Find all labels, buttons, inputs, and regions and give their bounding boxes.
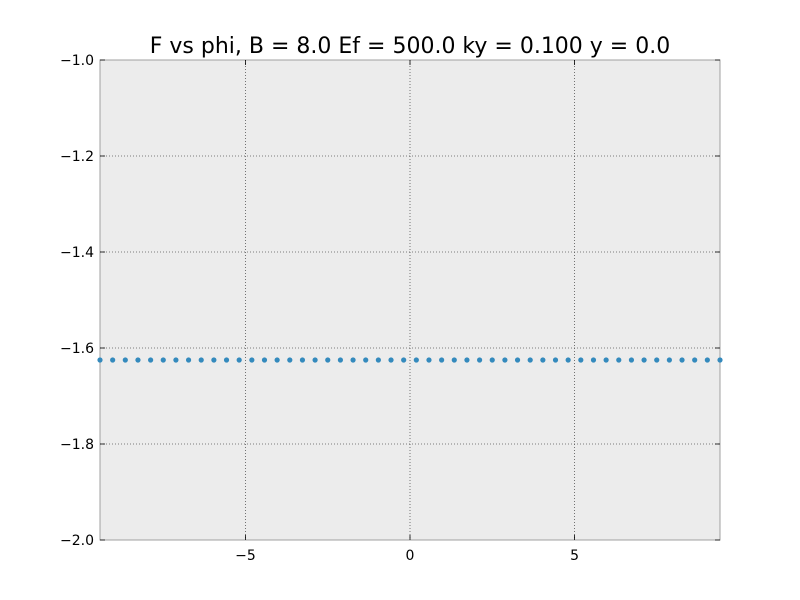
y-tick-label: −1.4	[60, 245, 94, 261]
axis-ticks	[100, 59, 720, 541]
data-point	[299, 357, 306, 363]
data-point	[578, 357, 584, 363]
data-point	[249, 357, 255, 363]
data-point	[654, 357, 660, 363]
data-point	[679, 357, 685, 363]
data-point	[261, 357, 268, 363]
data-point	[350, 357, 356, 363]
data-point	[236, 357, 242, 363]
data-point	[704, 357, 710, 363]
data-point	[363, 357, 369, 363]
data-point	[223, 357, 230, 363]
data-point	[464, 357, 470, 363]
data-series	[97, 357, 723, 363]
data-point	[540, 357, 546, 363]
chart-title: F vs phi, B = 8.0 Ef = 500.0 ky = 0.100 …	[150, 34, 670, 59]
data-point	[514, 357, 521, 363]
data-point	[717, 357, 723, 363]
data-point	[603, 357, 609, 363]
data-point	[173, 357, 179, 363]
y-tick-label: −1.2	[60, 149, 94, 165]
y-tick-label: −1.8	[60, 437, 94, 453]
y-tick-label: −1.0	[60, 53, 94, 69]
data-point	[426, 357, 432, 363]
data-point	[185, 357, 192, 363]
data-point	[388, 357, 394, 363]
data-point	[616, 357, 622, 363]
data-point	[122, 357, 128, 363]
data-point	[274, 357, 280, 363]
data-point	[489, 357, 495, 363]
x-tick-label: −5	[235, 548, 256, 564]
data-point	[198, 357, 204, 363]
data-point	[692, 357, 698, 363]
x-tick-label: 5	[570, 548, 579, 564]
data-point	[628, 357, 635, 363]
data-point	[211, 357, 217, 363]
data-point	[287, 357, 293, 363]
data-point	[641, 357, 647, 363]
data-point	[439, 357, 445, 363]
y-tick-label: −1.6	[60, 341, 94, 357]
tick-labels: −5 0 5 −1.0 −1.2 −1.4 −1.6 −1.8 −2.0	[60, 53, 579, 564]
data-point	[413, 357, 419, 363]
data-point	[552, 357, 559, 363]
data-point	[527, 357, 533, 363]
data-point	[337, 357, 344, 363]
data-point	[148, 357, 154, 363]
data-point	[590, 357, 597, 363]
data-point	[666, 357, 672, 363]
grid	[100, 60, 720, 540]
data-point	[160, 357, 166, 363]
data-point	[401, 357, 407, 363]
data-point	[97, 357, 103, 363]
data-point	[451, 357, 457, 363]
data-point	[375, 357, 381, 363]
data-point	[325, 357, 331, 363]
data-point	[110, 357, 116, 363]
data-point	[502, 357, 508, 363]
x-tick-label: 0	[406, 548, 415, 564]
y-tick-label: −2.0	[60, 533, 94, 549]
data-point	[476, 357, 483, 363]
data-point	[135, 357, 141, 363]
data-point	[312, 357, 318, 363]
data-point	[565, 357, 571, 363]
